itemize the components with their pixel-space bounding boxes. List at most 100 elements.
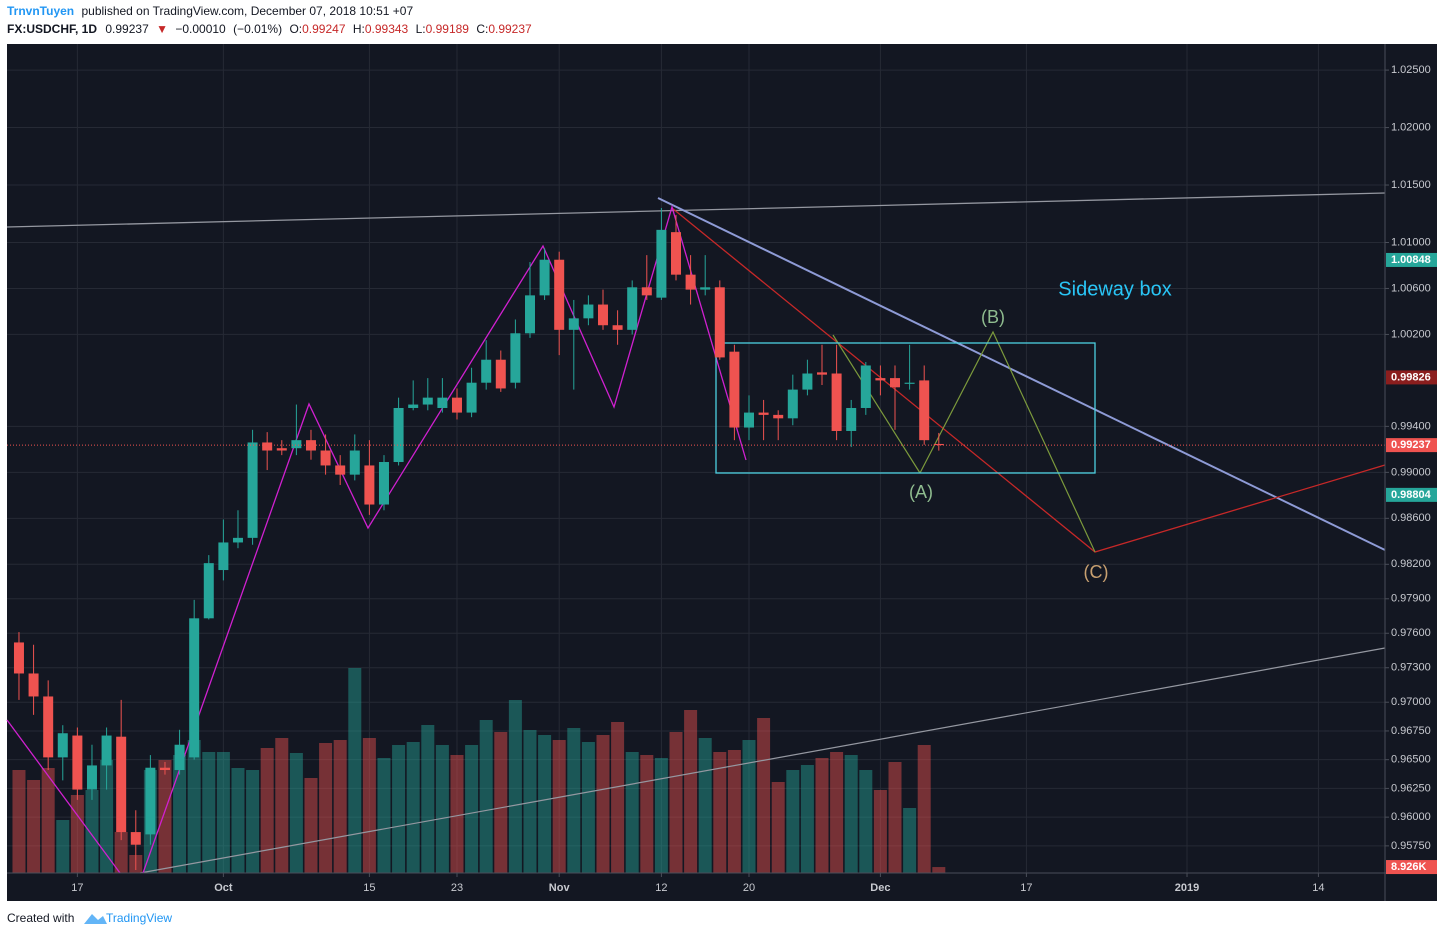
candle-body [933, 443, 944, 446]
price-tag-label: 0.99237 [1391, 439, 1431, 451]
y-tick-label: 0.96750 [1391, 725, 1431, 737]
candle-body [714, 287, 725, 358]
x-tick-label: 14 [1312, 882, 1324, 894]
y-tick-label: 1.01000 [1391, 236, 1431, 248]
published: published on TradingView.com, December 0… [81, 4, 413, 18]
volume-bar [70, 795, 84, 873]
candle-body [568, 318, 579, 330]
y-tick-label: 0.98200 [1391, 558, 1431, 570]
y-tick-label: 1.00600 [1391, 282, 1431, 294]
volume-bar [684, 710, 698, 873]
volume-bar [465, 745, 479, 873]
y-tick-label: 0.99000 [1391, 466, 1431, 478]
candle-body [116, 736, 127, 833]
ohlc-key: O: [289, 22, 302, 36]
volume-bar [114, 832, 128, 873]
x-tick-label: 17 [1020, 882, 1032, 894]
change-pct: (−0.01%) [233, 22, 282, 36]
candle-body [612, 325, 623, 330]
candle-body [408, 404, 419, 408]
candle-body [101, 735, 112, 766]
candle-body [510, 333, 521, 383]
candle-body [203, 563, 214, 619]
volume-tag-label: 8.926K [1391, 861, 1427, 873]
price-tag [1386, 252, 1437, 267]
candle-body [641, 287, 652, 296]
volume-bar [304, 778, 318, 873]
y-tick-label: 1.02000 [1391, 121, 1431, 133]
volume-bar [654, 758, 668, 873]
header-line-1: TrnvnTuyen published on TradingView.com,… [7, 4, 413, 18]
volume-bar [771, 782, 785, 873]
volume-bar [406, 742, 420, 873]
volume-bar [888, 762, 902, 873]
y-tick-label: 1.02500 [1391, 64, 1431, 76]
volume-bar [581, 742, 595, 873]
wave-label: (B) [981, 307, 1005, 327]
volume-bar [289, 753, 303, 873]
volume-bar [275, 738, 289, 873]
x-tick-label: Nov [549, 882, 571, 894]
volume-bar [158, 760, 172, 873]
volume-bar [231, 768, 245, 873]
wave-label: (C) [1084, 562, 1109, 582]
volume-bar [815, 758, 829, 873]
volume-bar [596, 735, 610, 873]
candle-body [627, 287, 638, 330]
volume-bar [392, 745, 406, 873]
wave-line [832, 334, 921, 474]
candle-body [247, 442, 258, 538]
price-tag-label: 0.98804 [1391, 489, 1432, 501]
wave-line [919, 330, 1096, 553]
candle-body [656, 229, 667, 298]
symbol: FX:USDCHF, 1D [7, 22, 97, 36]
candle-body [451, 397, 462, 413]
volume-bar [917, 745, 931, 873]
volume-bar [421, 725, 435, 873]
volume-bar [698, 738, 712, 873]
volume-bar [100, 760, 114, 873]
candle-body [422, 397, 433, 405]
candle-body [320, 450, 331, 466]
wave-label: (A) [909, 482, 933, 502]
candle-body [291, 440, 302, 449]
grid [7, 44, 1385, 873]
volume-bar [479, 720, 493, 873]
candle-body [481, 359, 492, 383]
ohlc-value: 0.99237 [488, 22, 532, 36]
price-tag [1386, 487, 1437, 502]
volume-bar [859, 770, 873, 873]
volume-bar [713, 752, 727, 873]
x-tick-label: 12 [655, 882, 667, 894]
candle-body [890, 378, 901, 388]
change: −0.00010 [175, 22, 226, 36]
candle-body [787, 389, 798, 419]
volume-bar [319, 743, 333, 873]
candle-body [554, 259, 565, 330]
trend-line [139, 647, 1386, 874]
volume-bar [216, 752, 230, 873]
trend-line [657, 197, 1386, 551]
candle-body [685, 274, 696, 290]
volume-bar [552, 740, 566, 873]
axes: 1.02500 1.02000 1.01500 1.01000 1.00600 1.002… [71, 64, 1437, 894]
candle-body [130, 832, 141, 845]
volume-bar [187, 740, 201, 873]
volume-bar [260, 748, 274, 873]
ohlc-key: H: [353, 22, 365, 36]
candle-body [276, 448, 287, 451]
volume-bar [173, 755, 187, 873]
volume-bar [786, 770, 800, 873]
price-tag [1386, 370, 1437, 385]
drawings [6, 192, 1386, 874]
brand-logo [84, 914, 107, 924]
ohlc-value: 0.99247 [302, 22, 346, 36]
box-label: Sideway box [1058, 278, 1171, 300]
zigzag [6, 719, 121, 874]
volume-bar [41, 768, 55, 873]
x-tick-label: 17 [71, 882, 83, 894]
footer-brand: TradingView [106, 911, 172, 925]
volume-bar [669, 732, 683, 873]
x-tick-label: 20 [743, 882, 755, 894]
